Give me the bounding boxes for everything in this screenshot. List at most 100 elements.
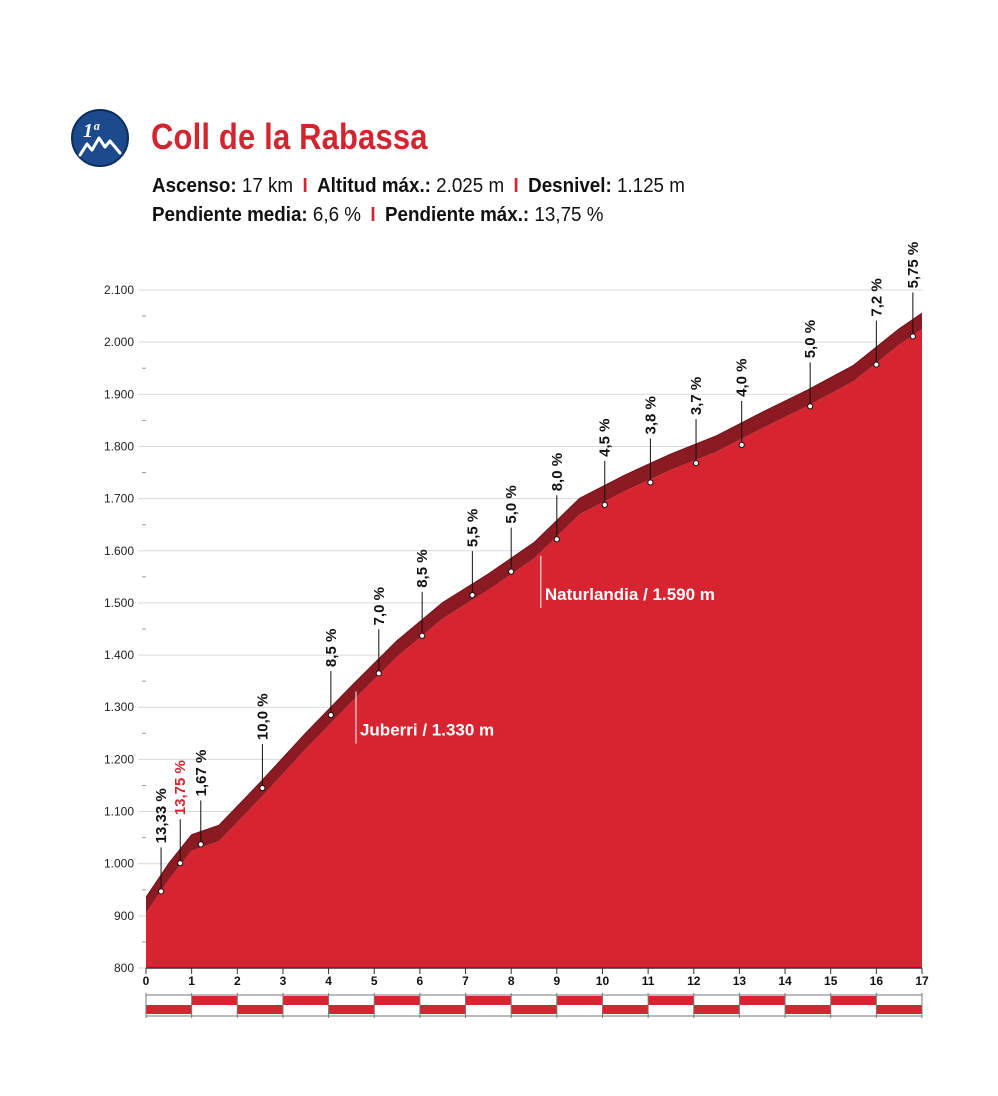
x-tick-label: 1 bbox=[188, 974, 195, 988]
stats-row-2: Pendiente media: 6,6 % I Pendiente máx.: 1… bbox=[152, 204, 603, 227]
x-tick-label: 2 bbox=[234, 974, 241, 988]
scale-bar-segment bbox=[374, 996, 420, 1005]
grade-marker-dot bbox=[375, 670, 382, 677]
scale-bar-segment bbox=[739, 996, 786, 1005]
y-tick-label: 2.000 bbox=[104, 335, 134, 349]
grade-label: 8,5 % bbox=[414, 549, 431, 587]
grade-marker-dot bbox=[807, 403, 814, 410]
x-tick-label: 5 bbox=[371, 974, 378, 988]
y-tick-label: 1.500 bbox=[104, 596, 134, 610]
scale-bar-segment bbox=[511, 1005, 557, 1014]
stat-value: 13,75 % bbox=[534, 204, 604, 226]
scale-bar-segment bbox=[876, 1005, 922, 1014]
grade-marker-dot bbox=[738, 441, 745, 448]
stat-value: 6,6 % bbox=[312, 204, 361, 226]
stat-label: Pendiente media: bbox=[152, 204, 308, 226]
grade-label: 3,7 % bbox=[688, 377, 705, 415]
x-tick-label: 16 bbox=[870, 974, 884, 988]
y-tick-label: 1.400 bbox=[104, 648, 134, 662]
x-tick-label: 3 bbox=[280, 974, 287, 988]
stat-value: 17 km bbox=[241, 175, 294, 197]
scale-bar-segment bbox=[648, 996, 694, 1005]
stat-label: Altitud máx.: bbox=[317, 175, 431, 197]
scale-bar-segment bbox=[830, 996, 877, 1005]
mountain-icon bbox=[78, 136, 122, 157]
grade-label: 8,5 % bbox=[323, 629, 340, 667]
grade-label: 5,75 % bbox=[905, 242, 922, 289]
stat-label: Ascenso: bbox=[152, 175, 237, 197]
climb-title: Coll de la Rabassa bbox=[151, 116, 428, 157]
stat-label: Desnivel: bbox=[528, 175, 612, 197]
x-tick-label: 0 bbox=[143, 974, 150, 988]
stats-row-1: Ascenso: 17 km I Altitud máx.: 2.025 m I Des… bbox=[152, 175, 685, 198]
grade-marker-dot bbox=[601, 501, 608, 508]
y-tick-label: 1.900 bbox=[104, 387, 134, 401]
stat-value: 2.025 m bbox=[436, 175, 505, 197]
x-tick-label: 12 bbox=[687, 974, 701, 988]
scale-bar-segment bbox=[556, 996, 603, 1005]
grade-label: 8,0 % bbox=[549, 453, 566, 491]
grade-label: 13,33 % bbox=[153, 788, 170, 843]
grade-marker-dot bbox=[909, 333, 916, 340]
grade-marker-dot bbox=[259, 784, 266, 792]
x-tick-label: 7 bbox=[462, 974, 469, 988]
x-tick-label: 9 bbox=[553, 974, 560, 988]
y-tick-label: 1.300 bbox=[104, 700, 134, 714]
grade-marker-dot bbox=[553, 536, 560, 543]
grade-label: 10,0 % bbox=[254, 693, 271, 740]
category-badge: 1ª bbox=[71, 109, 129, 167]
stat-separator: I bbox=[370, 204, 376, 226]
place-label: Juberri / 1.330 m bbox=[360, 721, 494, 740]
scale-bar-segment bbox=[282, 996, 329, 1005]
x-tick-label: 14 bbox=[778, 974, 792, 988]
stat-separator: I bbox=[302, 175, 308, 197]
grade-marker-dot bbox=[873, 361, 880, 368]
y-tick-label: 1.800 bbox=[104, 439, 134, 453]
grade-label: 5,0 % bbox=[802, 320, 819, 358]
scale-bar-segment bbox=[693, 1005, 740, 1014]
profile-header: 1ª Coll de la Rabassa Ascenso: 17 km I Alt… bbox=[70, 108, 970, 238]
scale-bar-segment bbox=[419, 1005, 466, 1014]
grade-marker-dot bbox=[197, 841, 204, 848]
x-tick-label: 4 bbox=[325, 974, 332, 988]
grade-label: 7,2 % bbox=[868, 278, 885, 316]
grade-marker-dot bbox=[692, 460, 700, 467]
y-tick-label: 1.000 bbox=[104, 857, 134, 871]
elevation-area bbox=[146, 329, 922, 969]
grade-marker-dot bbox=[508, 568, 515, 575]
grade-label: 1,67 % bbox=[193, 750, 210, 797]
grade-marker-dot bbox=[177, 860, 184, 867]
scale-bar-segment bbox=[785, 1005, 831, 1014]
y-tick-label: 1.100 bbox=[104, 805, 134, 819]
y-tick-label: 1.200 bbox=[104, 752, 134, 766]
grade-label: 4,5 % bbox=[597, 419, 614, 457]
stat-separator: I bbox=[513, 175, 519, 197]
scale-bar-segment bbox=[146, 1005, 192, 1014]
y-tick-label: 800 bbox=[114, 961, 134, 975]
grade-marker-dot bbox=[647, 479, 654, 486]
x-tick-label: 6 bbox=[417, 974, 424, 988]
grade-marker-dot bbox=[469, 592, 476, 599]
x-tick-label: 13 bbox=[733, 974, 747, 988]
badge-label: 1ª bbox=[83, 120, 100, 142]
grade-label: 13,75 % bbox=[172, 760, 189, 815]
grade-marker-dot bbox=[157, 888, 165, 895]
scale-bar-segment bbox=[237, 1005, 283, 1014]
grade-label: 4,0 % bbox=[734, 359, 751, 397]
place-label: Naturlandia / 1.590 m bbox=[545, 585, 715, 604]
x-tick-label: 15 bbox=[824, 974, 838, 988]
x-tick-label: 17 bbox=[915, 974, 929, 988]
y-tick-label: 2.100 bbox=[104, 283, 134, 297]
grade-marker-dot bbox=[419, 632, 426, 639]
scale-bar-segment bbox=[191, 996, 238, 1005]
y-tick-label: 1.600 bbox=[104, 544, 134, 558]
grade-marker-dot bbox=[327, 711, 334, 719]
grade-label: 7,0 % bbox=[371, 587, 388, 625]
x-tick-label: 8 bbox=[508, 974, 515, 988]
scale-bar-segment bbox=[328, 1005, 375, 1014]
x-tick-label: 10 bbox=[596, 974, 610, 988]
grade-label: 5,0 % bbox=[503, 485, 520, 523]
x-tick-label: 11 bbox=[642, 974, 655, 988]
y-tick-label: 1.700 bbox=[104, 492, 134, 506]
